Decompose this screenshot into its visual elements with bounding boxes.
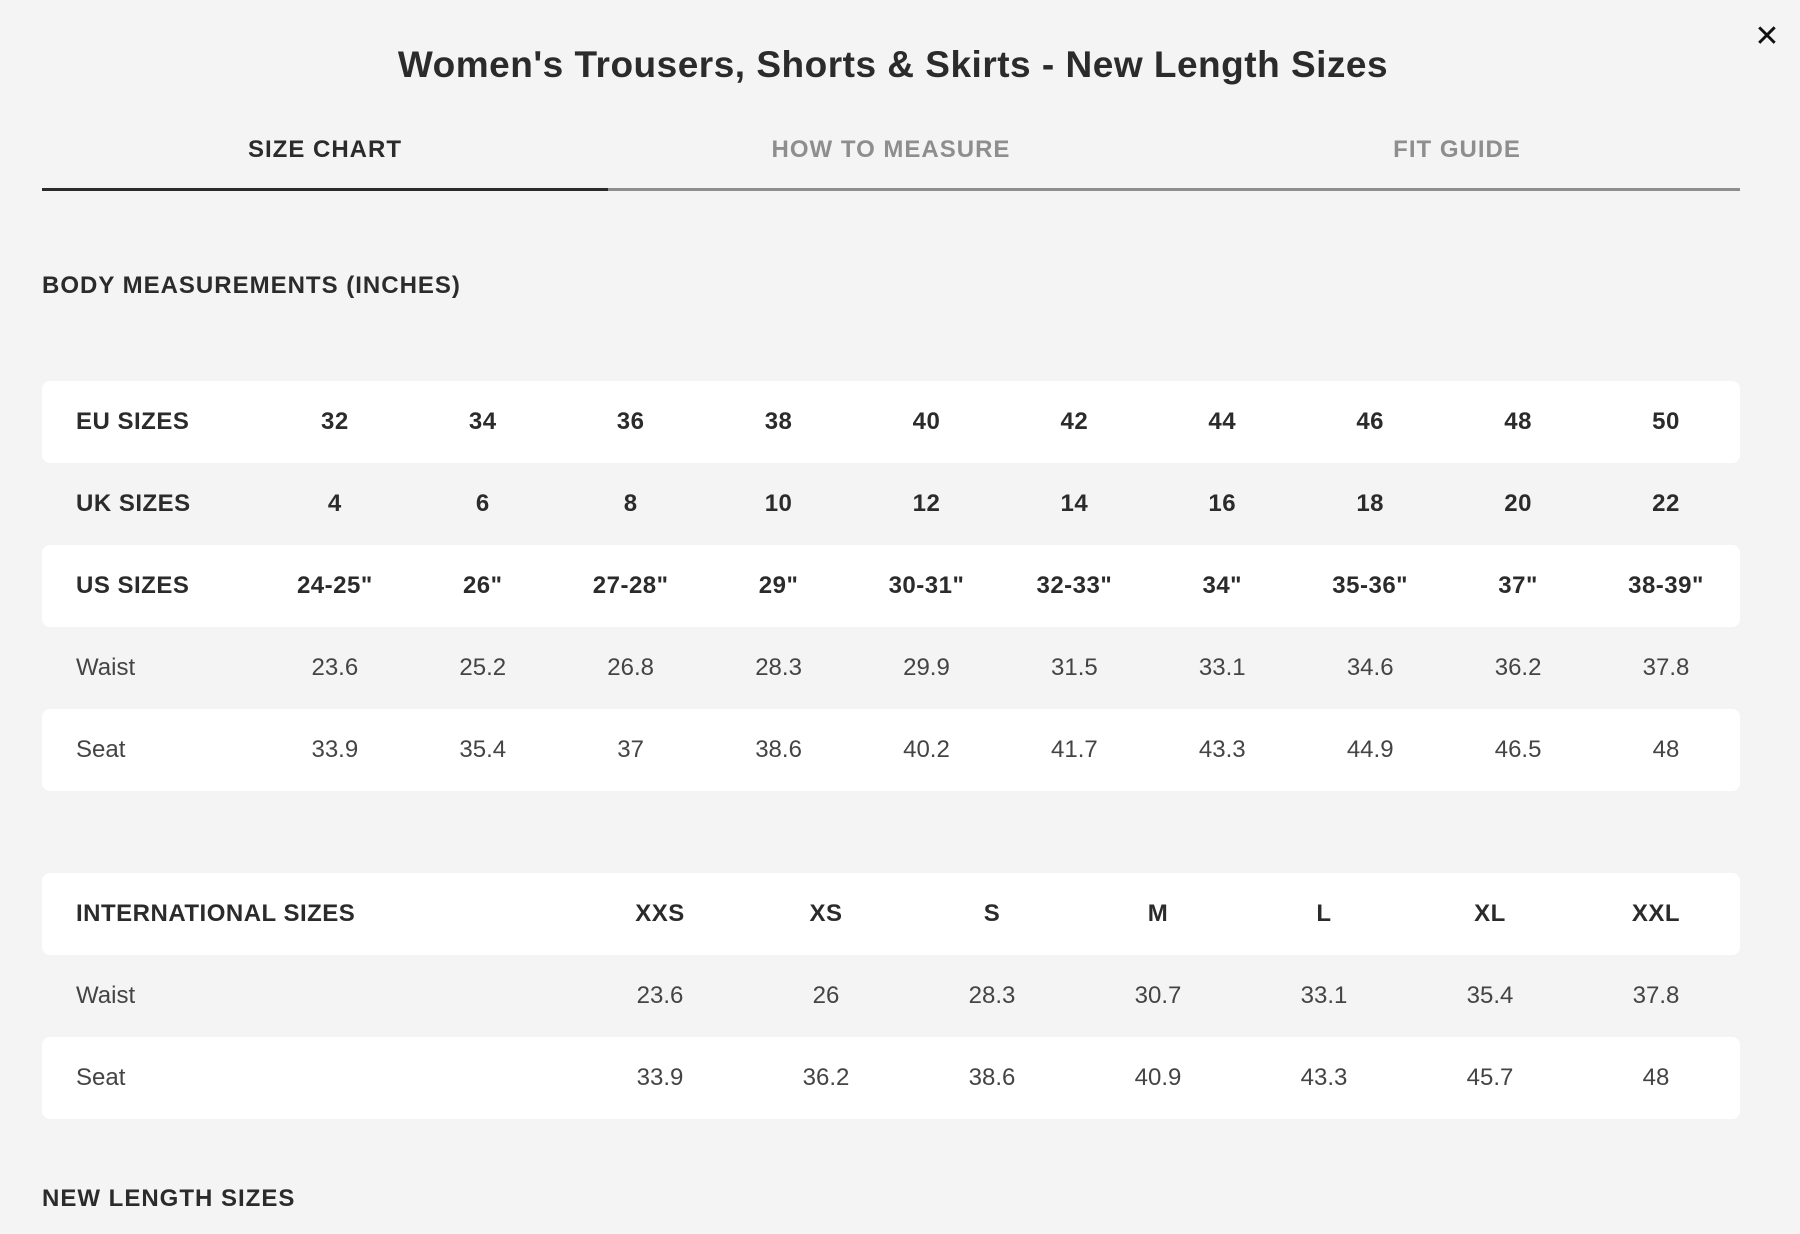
- table-cell: XL: [1474, 900, 1506, 927]
- table-cell: 36.2: [802, 1064, 850, 1091]
- table-cell: 33.1: [1198, 654, 1246, 681]
- table-cell: 26.8: [607, 654, 655, 681]
- table-row: UK SIZES 4 6 8 10 12 14 16 18 20 22: [42, 463, 1740, 545]
- table-cell: 46: [1356, 408, 1385, 435]
- table-cell: 4: [327, 490, 342, 517]
- table-cell: 37.8: [1632, 982, 1680, 1009]
- row-label: UK SIZES: [76, 490, 191, 517]
- table-row: Seat 33.9 35.4 37 38.6 40.2 41.7 43.3 44.9 46.5 48: [42, 709, 1740, 791]
- table-cell: 29.9: [903, 654, 950, 681]
- table-cell: 33.9: [636, 1064, 684, 1091]
- body-measurements-heading: BODY MEASUREMENTS (INCHES): [42, 272, 461, 299]
- table-cell: 38.6: [755, 736, 802, 763]
- table-row: INTERNATIONAL SIZES XXS XS S M L XL XXL: [42, 873, 1740, 955]
- tab-how-to-measure[interactable]: HOW TO MEASURE: [771, 136, 1011, 163]
- table-cell: 8: [623, 490, 638, 517]
- table-cell: 23.6: [636, 982, 684, 1009]
- table-cell: 37: [617, 736, 644, 763]
- table-cell: 35.4: [459, 736, 507, 763]
- body-measurements-table: EU SIZES 32 34 36 38 40 42 44 46 48 50 UK SIZES 4 6 8 1…: [42, 381, 1740, 791]
- table-cell: 24-25": [296, 572, 373, 599]
- table-cell: 44: [1208, 408, 1237, 435]
- table-cell: 38: [764, 408, 793, 435]
- table-row: Seat 33.9 36.2 38.6 40.9 43.3 45.7 48: [42, 1037, 1740, 1119]
- table-cell: 36: [616, 408, 645, 435]
- table-cell: M: [1147, 900, 1169, 927]
- table-cell: 30.7: [1134, 982, 1182, 1009]
- international-sizes-table: INTERNATIONAL SIZES XXS XS S M L XL XXL Waist 23.…: [42, 873, 1740, 1119]
- table-row: US SIZES 24-25" 26" 27-28" 29" 30-31" 32-33" 34…: [42, 545, 1740, 627]
- table-cell: 32: [320, 408, 349, 435]
- table-cell: 34: [468, 408, 497, 435]
- table-cell: XXS: [635, 900, 685, 927]
- close-icon[interactable]: ✕: [1754, 20, 1780, 53]
- table-cell: 43.3: [1198, 736, 1246, 763]
- table-cell: 37": [1498, 572, 1538, 599]
- table-cell: 48: [1652, 736, 1680, 763]
- row-label: US SIZES: [76, 572, 190, 599]
- table-cell: 37.8: [1642, 654, 1690, 681]
- tab-bar: SIZE CHART HOW TO MEASURE FIT GUIDE: [42, 136, 1740, 191]
- table-cell: 48: [1642, 1064, 1670, 1091]
- table-cell: 40.2: [903, 736, 950, 763]
- table-row: EU SIZES 32 34 36 38 40 42 44 46 48 50: [42, 381, 1740, 463]
- row-label: INTERNATIONAL SIZES: [76, 900, 356, 927]
- modal-title: Women's Trousers, Shorts & Skirts - New …: [397, 44, 1389, 85]
- row-label: Waist: [76, 654, 136, 681]
- table-cell: 14: [1060, 490, 1089, 517]
- table-cell: 34.6: [1346, 654, 1394, 681]
- tab-fit-guide[interactable]: FIT GUIDE: [1393, 136, 1521, 163]
- table-cell: 27-28": [592, 572, 669, 599]
- table-cell: L: [1316, 900, 1332, 927]
- table-cell: 41.7: [1051, 736, 1098, 763]
- row-label: Seat: [76, 736, 126, 763]
- new-length-sizes-heading: NEW LENGTH SIZES: [42, 1185, 296, 1212]
- table-cell: 26": [462, 572, 503, 599]
- table-cell: 33.9: [311, 736, 359, 763]
- table-cell: 10: [764, 490, 793, 517]
- table-row: Waist 23.6 25.2 26.8 28.3 29.9 31.5 33.1 34.6 36.…: [42, 627, 1740, 709]
- table-cell: 6: [475, 490, 490, 517]
- table-cell: 28.3: [755, 654, 802, 681]
- table-cell: 12: [912, 490, 941, 517]
- table-cell: 25.2: [459, 654, 507, 681]
- table-cell: 40.9: [1134, 1064, 1182, 1091]
- table-cell: 33.1: [1300, 982, 1348, 1009]
- tab-size-chart[interactable]: SIZE CHART: [42, 136, 608, 191]
- table-cell: 20: [1504, 490, 1532, 517]
- table-cell: 46.5: [1494, 736, 1542, 763]
- table-cell: 43.3: [1300, 1064, 1348, 1091]
- table-cell: 48: [1504, 408, 1532, 435]
- table-cell: 40: [912, 408, 941, 435]
- table-cell: 23.6: [311, 654, 359, 681]
- table-cell: 29": [758, 572, 799, 599]
- table-cell: XXL: [1631, 900, 1681, 927]
- table-cell: 30-31": [888, 572, 965, 599]
- table-cell: 31.5: [1051, 654, 1098, 681]
- table-cell: 36.2: [1494, 654, 1542, 681]
- table-cell: 35.4: [1466, 982, 1514, 1009]
- row-label: Waist: [76, 982, 136, 1009]
- table-cell: 26: [812, 982, 840, 1009]
- table-cell: 35-36": [1332, 572, 1409, 599]
- row-label: EU SIZES: [76, 408, 190, 435]
- table-cell: 44.9: [1346, 736, 1394, 763]
- table-cell: XS: [809, 900, 843, 927]
- table-cell: 32-33": [1036, 572, 1113, 599]
- table-cell: 38-39": [1628, 572, 1704, 599]
- table-cell: 28.3: [968, 982, 1016, 1009]
- table-cell: S: [983, 900, 1001, 927]
- table-cell: 22: [1652, 490, 1680, 517]
- table-cell: 45.7: [1466, 1064, 1514, 1091]
- row-label: Seat: [76, 1064, 126, 1091]
- table-row: Waist 23.6 26 28.3 30.7 33.1 35.4 37.8: [42, 955, 1740, 1037]
- table-cell: 18: [1356, 490, 1385, 517]
- table-cell: 38.6: [968, 1064, 1016, 1091]
- table-cell: 50: [1652, 408, 1680, 435]
- table-cell: 42: [1060, 408, 1089, 435]
- table-cell: 16: [1208, 490, 1237, 517]
- table-cell: 34": [1202, 572, 1243, 599]
